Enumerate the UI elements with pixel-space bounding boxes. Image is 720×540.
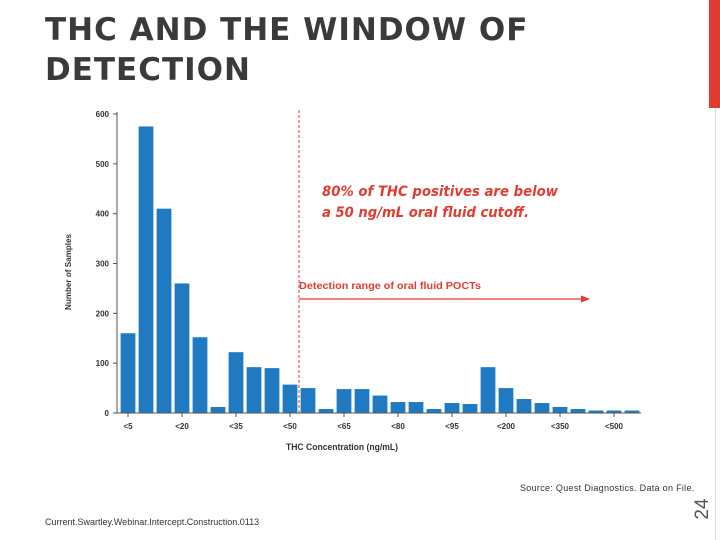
x-tick-label: <35	[229, 422, 243, 431]
histogram-bar	[120, 333, 136, 413]
histogram-bar	[462, 404, 478, 413]
thc-histogram: 0 100 200 300 400 500 600 <5 <20 <35 <50 <65 <80 <95 <…	[63, 110, 641, 452]
y-axis-label: Number of Samples	[63, 234, 73, 310]
chart-axes: 0 100 200 300 400 500 600 <5 <20 <35 <50 <65 <80 <95 <…	[96, 110, 641, 431]
histogram-bar	[336, 389, 352, 413]
histogram-bar	[282, 384, 298, 413]
y-tick-label: 400	[96, 210, 110, 219]
annotation-detection-range: Detection range of oral fluid POCTs	[299, 281, 481, 292]
x-tick-label: <50	[283, 422, 297, 431]
histogram-bar	[354, 389, 370, 413]
x-axis-label: THC Concentration (ng/mL)	[286, 442, 398, 452]
y-tick-label: 200	[96, 309, 110, 318]
histogram-bar	[228, 352, 244, 413]
x-tick-label: <5	[123, 422, 133, 431]
arrow-head-icon	[581, 295, 590, 303]
histogram-bar	[426, 409, 442, 413]
histogram-bar	[624, 410, 640, 413]
x-tick-label: <350	[551, 422, 570, 431]
histogram-bar	[480, 367, 496, 413]
x-tick-label: <200	[497, 422, 516, 431]
x-tick-label: <95	[445, 422, 459, 431]
histogram-bar	[498, 388, 514, 413]
footer-text: Current.Swartley.Webinar.Intercept.Const…	[45, 517, 260, 527]
histogram-bar	[246, 367, 262, 413]
slide-number: 24	[692, 498, 713, 520]
title-line-2: DETECTION	[45, 52, 251, 88]
histogram-bar	[534, 403, 550, 413]
slide-title: THC AND THE WINDOW OF DETECTION	[45, 10, 528, 90]
histogram-bar	[300, 388, 316, 413]
y-tick-label: 600	[96, 110, 110, 119]
bar-series	[120, 126, 640, 414]
title-line-1: THC AND THE WINDOW OF	[45, 12, 529, 48]
histogram-bar	[210, 407, 226, 413]
accent-bar	[709, 0, 720, 108]
histogram-bar	[516, 399, 532, 413]
side-divider	[715, 108, 716, 540]
histogram-bar	[570, 409, 586, 413]
histogram-bar	[192, 337, 208, 413]
histogram-bar	[444, 403, 460, 413]
x-tick-label: <65	[337, 422, 351, 431]
histogram-bar	[606, 410, 622, 413]
y-tick-label: 0	[105, 409, 110, 418]
x-tick-label: <500	[605, 422, 624, 431]
histogram-bar	[588, 410, 604, 413]
annotation-main-line-2: a 50 ng/mL oral fluid cutoff.	[322, 205, 529, 221]
histogram-bar	[408, 402, 424, 413]
histogram-bar	[552, 407, 568, 413]
histogram-bar	[390, 402, 406, 413]
source-note: Source: Quest Diagnostics. Data on File.	[520, 483, 695, 493]
y-tick-label: 100	[96, 359, 110, 368]
x-tick-label: <80	[391, 422, 405, 431]
x-tick-label: <20	[175, 422, 189, 431]
histogram-bar	[318, 409, 334, 413]
histogram-bar	[156, 208, 172, 413]
histogram-bar	[138, 126, 154, 414]
histogram-bar	[372, 395, 388, 413]
annotation-main-line-1: 80% of THC positives are below	[322, 184, 558, 200]
y-tick-label: 500	[96, 160, 110, 169]
y-tick-label: 300	[96, 260, 110, 269]
histogram-bar	[264, 368, 280, 413]
histogram-bar	[174, 283, 190, 413]
